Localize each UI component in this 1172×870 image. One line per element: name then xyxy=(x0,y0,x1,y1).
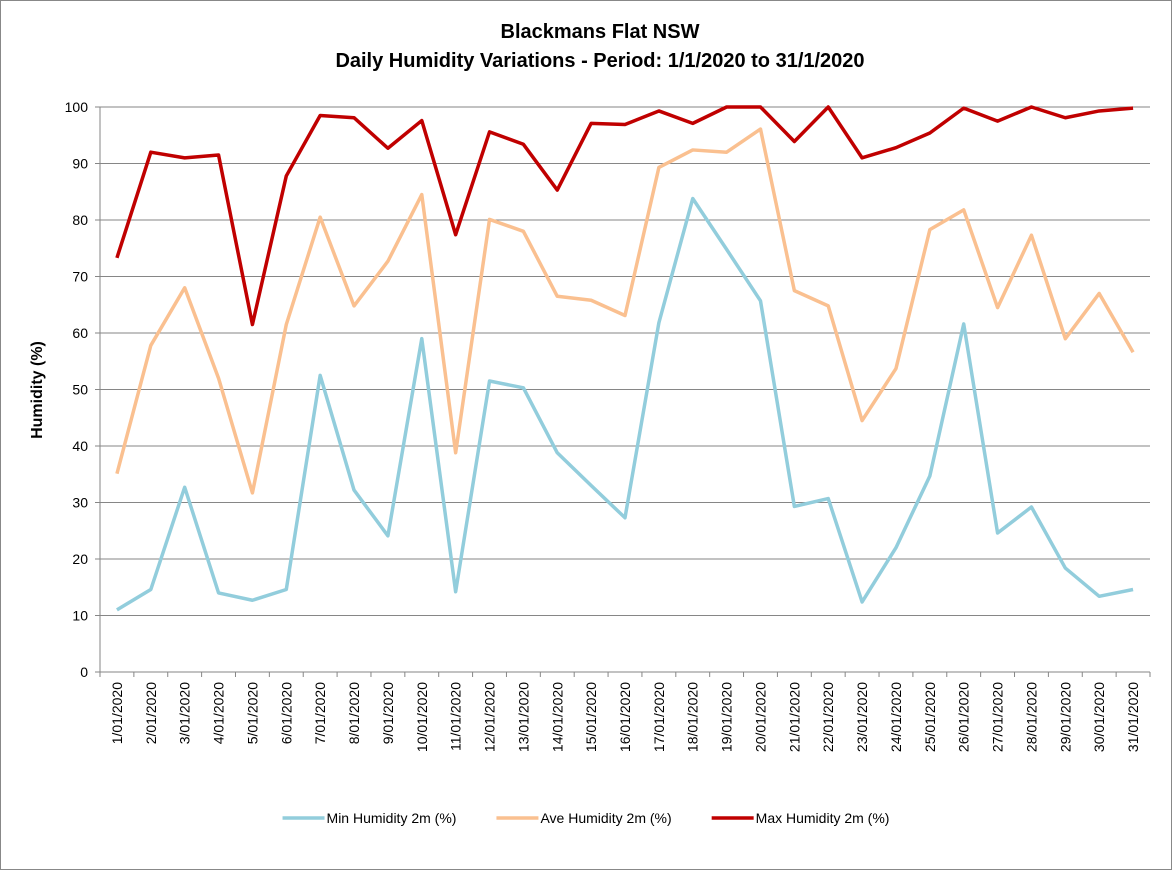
x-tick-label: 13/01/2020 xyxy=(515,682,531,752)
x-tick-label: 8/01/2020 xyxy=(346,682,362,744)
legend-item: Min Humidity 2m (%) xyxy=(282,810,457,826)
legend-label: Min Humidity 2m (%) xyxy=(327,810,457,826)
x-tick-label: 4/01/2020 xyxy=(211,682,227,744)
x-tick-label: 14/01/2020 xyxy=(549,682,565,752)
x-tick-label: 24/01/2020 xyxy=(888,682,904,752)
y-tick-label: 70 xyxy=(72,269,88,285)
x-tick-label: 18/01/2020 xyxy=(685,682,701,752)
x-tick-label: 12/01/2020 xyxy=(482,682,498,752)
x-tick-label: 21/01/2020 xyxy=(786,682,802,752)
x-tick-label: 20/01/2020 xyxy=(752,682,768,752)
y-tick-label: 60 xyxy=(72,325,88,341)
chart-title: Blackmans Flat NSW xyxy=(501,21,700,43)
y-tick-label: 20 xyxy=(72,551,88,567)
y-tick-label: 90 xyxy=(72,156,88,172)
series-line xyxy=(116,196,1134,612)
y-tick-label: 50 xyxy=(72,382,88,398)
series-line xyxy=(115,127,1135,495)
series-line xyxy=(115,105,1134,327)
x-tick-label: 29/01/2020 xyxy=(1057,682,1073,752)
y-tick-label: 100 xyxy=(65,99,89,115)
x-tick-label: 17/01/2020 xyxy=(651,682,667,752)
x-tick-label: 19/01/2020 xyxy=(719,682,735,752)
x-tick-label: 1/01/2020 xyxy=(109,682,125,744)
legend-item: Ave Humidity 2m (%) xyxy=(496,810,672,826)
y-tick-label: 40 xyxy=(72,438,88,454)
x-tick-label: 25/01/2020 xyxy=(922,682,938,752)
x-tick-label: 5/01/2020 xyxy=(244,682,260,744)
legend-label: Ave Humidity 2m (%) xyxy=(540,810,671,826)
x-tick-label: 23/01/2020 xyxy=(854,682,870,752)
legend-label: Max Humidity 2m (%) xyxy=(756,810,890,826)
y-tick-label: 10 xyxy=(72,608,88,624)
y-tick-label: 80 xyxy=(72,212,88,228)
y-tick-label: 30 xyxy=(72,495,88,511)
x-tick-label: 28/01/2020 xyxy=(1023,682,1039,752)
x-tick-label: 2/01/2020 xyxy=(143,682,159,744)
x-tick-label: 11/01/2020 xyxy=(448,682,464,751)
x-tick-label: 16/01/2020 xyxy=(617,682,633,752)
x-tick-label: 3/01/2020 xyxy=(177,682,193,744)
x-tick-label: 31/01/2020 xyxy=(1125,682,1141,752)
x-tick-label: 6/01/2020 xyxy=(278,682,294,744)
x-tick-label: 27/01/2020 xyxy=(990,682,1006,752)
x-tick-label: 30/01/2020 xyxy=(1091,682,1107,752)
chart-subtitle: Daily Humidity Variations - Period: 1/1/… xyxy=(335,50,864,72)
x-tick-label: 10/01/2020 xyxy=(414,682,430,752)
x-tick-label: 15/01/2020 xyxy=(583,682,599,752)
x-tick-label: 7/01/2020 xyxy=(312,682,328,744)
x-tick-label: 26/01/2020 xyxy=(956,682,972,752)
x-tick-label: 9/01/2020 xyxy=(380,682,396,744)
x-tick-label: 22/01/2020 xyxy=(820,682,836,752)
y-tick-label: 0 xyxy=(80,664,88,680)
y-axis-label: Humidity (%) xyxy=(29,341,46,439)
legend-item: Max Humidity 2m (%) xyxy=(711,810,890,826)
